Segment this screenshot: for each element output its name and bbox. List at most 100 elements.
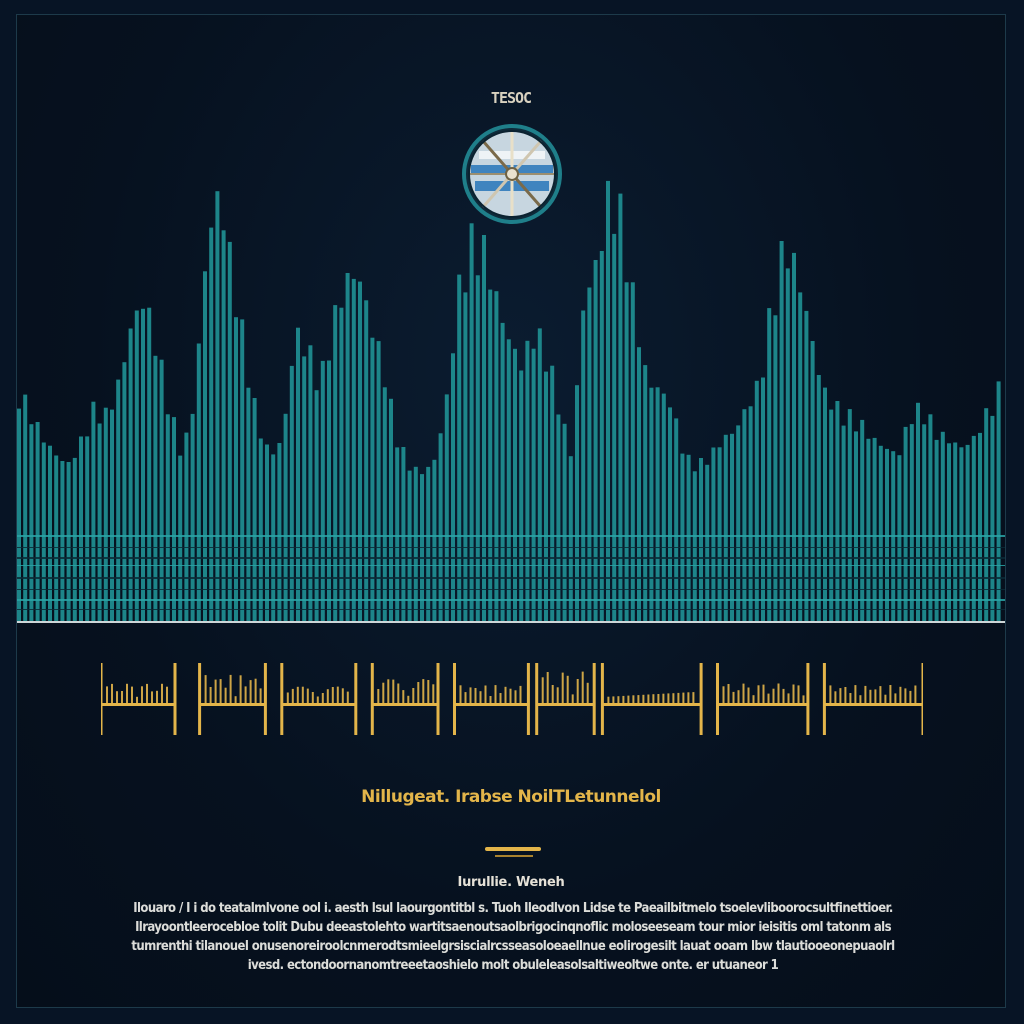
waveform-bar [513, 348, 517, 621]
gold-strip-tick [586, 682, 589, 703]
waveform-band-line [17, 557, 1005, 559]
waveform-bar [17, 408, 21, 621]
gold-strip-tick [296, 686, 299, 703]
waveform-bar [971, 435, 976, 621]
waveform-bar [531, 348, 536, 621]
waveform-bar [841, 425, 846, 621]
waveform-bar [835, 401, 840, 621]
waveform-bar [333, 305, 338, 621]
gold-strip-tick [161, 683, 163, 703]
gold-strip-tick [346, 691, 349, 703]
waveform-bar [438, 433, 443, 621]
waveform-bar [401, 447, 406, 621]
waveform-bar [556, 414, 561, 621]
waveform-bar [172, 417, 176, 621]
gold-strip-tick [864, 685, 867, 703]
gold-strip-tick [479, 691, 482, 703]
waveform-bar [649, 387, 654, 621]
gold-strip-tick [131, 686, 133, 703]
gold-strip-baseline [199, 703, 266, 706]
waveform-bar [41, 442, 46, 621]
waveform-bar [606, 180, 610, 621]
gold-strip-tick [879, 686, 882, 703]
gold-strip-tick [387, 679, 390, 703]
gold-strip-tick [737, 690, 740, 703]
waveform-bar [308, 345, 313, 621]
waveform-bar [674, 418, 679, 621]
gold-strip-tick [126, 683, 128, 703]
gold-strip-tick [546, 672, 549, 703]
waveform-bar [103, 407, 108, 621]
waveform-bar [110, 409, 114, 621]
gold-strip-tick [377, 689, 380, 703]
waveform-bar [444, 394, 449, 621]
waveform-bar [296, 327, 300, 621]
waveform-bar [723, 434, 728, 621]
gold-strip-tick [321, 693, 324, 703]
gold-strip-cap [921, 663, 923, 735]
gold-strip-tick [612, 696, 615, 703]
gold-strip-tick [474, 688, 477, 703]
waveform-bar [60, 461, 65, 621]
gold-strip-tick [259, 688, 262, 703]
waveform-bar [655, 387, 660, 621]
gold-strip-tick [209, 687, 212, 703]
gold-strip-tick [662, 693, 665, 703]
sub-heading: Iurullie. Weneh [457, 875, 565, 890]
gold-strip-tick [647, 694, 650, 703]
gold-strip-tick [254, 678, 257, 703]
waveform-bar [128, 328, 133, 621]
waveform-bar [364, 300, 369, 621]
gold-strip-tick [306, 688, 309, 703]
gold-strip-cap [173, 663, 177, 735]
gold-strip-tick [849, 693, 852, 703]
gold-strip-tick [146, 683, 148, 703]
waveform-bar [643, 365, 648, 621]
gold-strip-tick [156, 690, 158, 703]
waveform-bar [302, 356, 307, 621]
waveform-bar [922, 424, 927, 621]
waveform-bar [965, 444, 970, 621]
waveform-bars [17, 180, 1005, 622]
body-text: Ilouaro / I i do teatalmlvone ool i. aes… [131, 901, 895, 973]
waveform-bar [432, 459, 437, 621]
waveform-bar [345, 273, 350, 621]
waveform-bar [23, 394, 28, 621]
waveform-bar [804, 310, 809, 621]
waveform-bar [996, 381, 1001, 621]
waveform-bar [463, 292, 468, 621]
gold-strip-tick [777, 683, 780, 703]
waveform-band-line [17, 589, 1005, 590]
waveform-bar [413, 466, 418, 621]
waveform-bar [165, 414, 170, 621]
gold-strip-tick [637, 695, 640, 703]
waveform-bar [196, 343, 201, 621]
waveform-bar [593, 260, 598, 621]
gold-strip-tick [657, 694, 660, 703]
waveform-bar [661, 393, 666, 621]
waveform-bar [816, 375, 821, 621]
gold-strip-tick [204, 675, 207, 703]
waveform-bar [711, 447, 716, 621]
waveform-bar [407, 470, 412, 621]
waveform-bar [215, 191, 220, 621]
waveform-bar [252, 398, 257, 621]
gold-strip-tick [514, 690, 517, 703]
waveform-bar [624, 282, 629, 621]
waveform-bar [872, 437, 877, 621]
waveform-bar [370, 337, 375, 621]
gold-strip-tick [834, 691, 837, 703]
waveform-bar [829, 409, 834, 621]
waveform-bar [271, 454, 276, 621]
waveform-bar [506, 339, 511, 621]
gold-strip-tick [556, 687, 559, 703]
waveform-bar [209, 227, 214, 621]
waveform-bar [159, 359, 164, 621]
waveform-bar [705, 464, 710, 621]
waveform-bar [203, 271, 207, 621]
waveform-bar [754, 380, 759, 621]
waveform-band-line [17, 577, 1005, 579]
waveform-bar [91, 401, 96, 621]
waveform-bar [748, 406, 753, 621]
waveform-bar [72, 457, 77, 621]
